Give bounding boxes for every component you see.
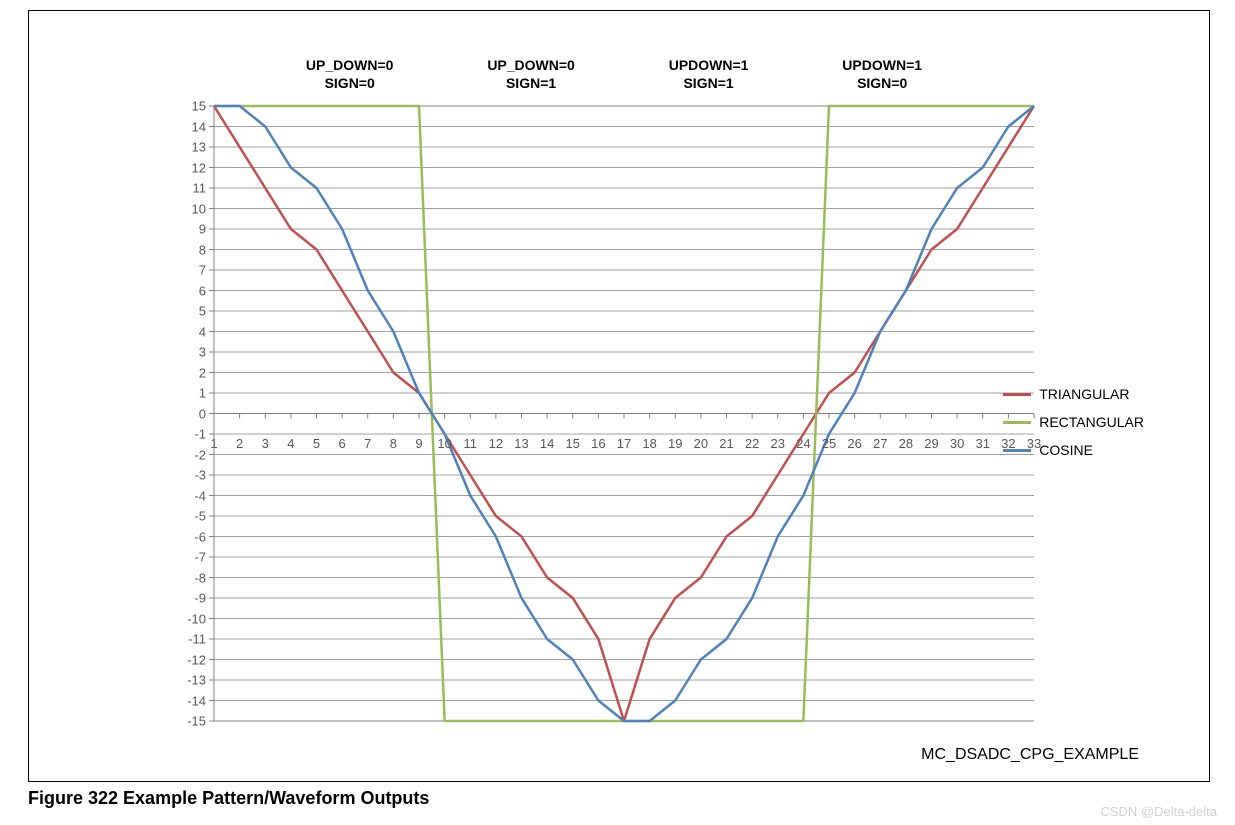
xtick-label: 1 xyxy=(210,436,217,451)
xtick-label: 14 xyxy=(540,436,554,451)
xtick-label: 9 xyxy=(415,436,422,451)
ytick-label: 10 xyxy=(176,201,206,216)
legend-item-cosine: COSINE xyxy=(1003,442,1144,458)
xtick-label: 24 xyxy=(796,436,810,451)
annotation-line1: UPDOWN=1 xyxy=(842,56,922,74)
xtick-label: 30 xyxy=(950,436,964,451)
ytick-label: 3 xyxy=(176,345,206,360)
legend-item-triangular: TRIANGULAR xyxy=(1003,386,1144,402)
ytick-label: 7 xyxy=(176,263,206,278)
ytick-label: 0 xyxy=(176,406,206,421)
annotation-line2: SIGN=1 xyxy=(487,74,575,92)
chart-frame: UP_DOWN=0 SIGN=0 UP_DOWN=0 SIGN=1 UPDOWN… xyxy=(28,10,1210,782)
xtick-label: 22 xyxy=(745,436,759,451)
ytick-label: -9 xyxy=(176,591,206,606)
xtick-label: 16 xyxy=(591,436,605,451)
figure-caption: Figure 322 Example Pattern/Waveform Outp… xyxy=(28,788,429,809)
ytick-label: -8 xyxy=(176,570,206,585)
annotation-line2: SIGN=1 xyxy=(669,74,749,92)
xtick-label: 2 xyxy=(236,436,243,451)
ytick-label: 15 xyxy=(176,99,206,114)
annotation-line1: UP_DOWN=0 xyxy=(306,56,394,74)
xtick-label: 11 xyxy=(464,436,478,451)
annotation-3: UPDOWN=1 SIGN=0 xyxy=(842,56,922,92)
legend-label: RECTANGULAR xyxy=(1039,414,1144,430)
plot-area: -15-14-13-12-11-10-9-8-7-6-5-4-3-2-10123… xyxy=(214,106,1034,721)
xtick-label: 27 xyxy=(873,436,887,451)
ytick-label: -13 xyxy=(176,673,206,688)
ytick-label: -4 xyxy=(176,488,206,503)
xtick-label: 8 xyxy=(390,436,397,451)
ytick-label: -7 xyxy=(176,550,206,565)
legend-label: TRIANGULAR xyxy=(1039,386,1129,402)
xtick-label: 23 xyxy=(771,436,785,451)
xtick-label: 7 xyxy=(364,436,371,451)
xtick-label: 28 xyxy=(899,436,913,451)
xtick-label: 25 xyxy=(822,436,836,451)
legend: TRIANGULAR RECTANGULAR COSINE xyxy=(1003,386,1144,470)
ytick-label: 1 xyxy=(176,386,206,401)
xtick-label: 31 xyxy=(976,436,990,451)
ytick-label: -5 xyxy=(176,509,206,524)
ytick-label: -10 xyxy=(176,611,206,626)
ytick-label: -14 xyxy=(176,693,206,708)
ytick-label: 4 xyxy=(176,324,206,339)
annotation-2: UPDOWN=1 SIGN=1 xyxy=(669,56,749,92)
xtick-label: 10 xyxy=(437,436,451,451)
xtick-label: 29 xyxy=(924,436,938,451)
annotation-1: UP_DOWN=0 SIGN=1 xyxy=(487,56,575,92)
chart-container: UP_DOWN=0 SIGN=0 UP_DOWN=0 SIGN=1 UPDOWN… xyxy=(79,26,1169,776)
xtick-label: 19 xyxy=(668,436,682,451)
chart-svg xyxy=(214,106,1034,721)
xtick-label: 17 xyxy=(617,436,631,451)
ytick-label: 11 xyxy=(176,181,206,196)
ytick-label: 14 xyxy=(176,119,206,134)
legend-item-rectangular: RECTANGULAR xyxy=(1003,414,1144,430)
xtick-label: 4 xyxy=(287,436,294,451)
xtick-label: 15 xyxy=(566,436,580,451)
ytick-label: -1 xyxy=(176,427,206,442)
xtick-label: 13 xyxy=(514,436,528,451)
xtick-label: 20 xyxy=(694,436,708,451)
xtick-label: 6 xyxy=(339,436,346,451)
ytick-label: 6 xyxy=(176,283,206,298)
annotation-line1: UP_DOWN=0 xyxy=(487,56,575,74)
ytick-label: 2 xyxy=(176,365,206,380)
ytick-label: 12 xyxy=(176,160,206,175)
watermark: CSDN @Delta-delta xyxy=(1100,804,1217,819)
legend-swatch xyxy=(1003,449,1031,452)
annotation-0: UP_DOWN=0 SIGN=0 xyxy=(306,56,394,92)
legend-label: COSINE xyxy=(1039,442,1093,458)
xtick-label: 3 xyxy=(262,436,269,451)
ytick-label: -12 xyxy=(176,652,206,667)
ytick-label: 13 xyxy=(176,140,206,155)
ytick-label: -3 xyxy=(176,468,206,483)
ytick-label: -2 xyxy=(176,447,206,462)
footer-label: MC_DSADC_CPG_EXAMPLE xyxy=(921,746,1139,764)
xtick-label: 18 xyxy=(642,436,656,451)
annotation-line1: UPDOWN=1 xyxy=(669,56,749,74)
ytick-label: -11 xyxy=(176,632,206,647)
xtick-label: 26 xyxy=(847,436,861,451)
region-annotations: UP_DOWN=0 SIGN=0 UP_DOWN=0 SIGN=1 UPDOWN… xyxy=(259,56,969,92)
annotation-line2: SIGN=0 xyxy=(842,74,922,92)
annotation-line2: SIGN=0 xyxy=(306,74,394,92)
ytick-label: -15 xyxy=(176,714,206,729)
ytick-label: 9 xyxy=(176,222,206,237)
ytick-label: -6 xyxy=(176,529,206,544)
legend-swatch xyxy=(1003,393,1031,396)
xtick-label: 12 xyxy=(489,436,503,451)
xtick-label: 5 xyxy=(313,436,320,451)
ytick-label: 5 xyxy=(176,304,206,319)
xtick-label: 21 xyxy=(719,436,733,451)
ytick-label: 8 xyxy=(176,242,206,257)
legend-swatch xyxy=(1003,421,1031,424)
